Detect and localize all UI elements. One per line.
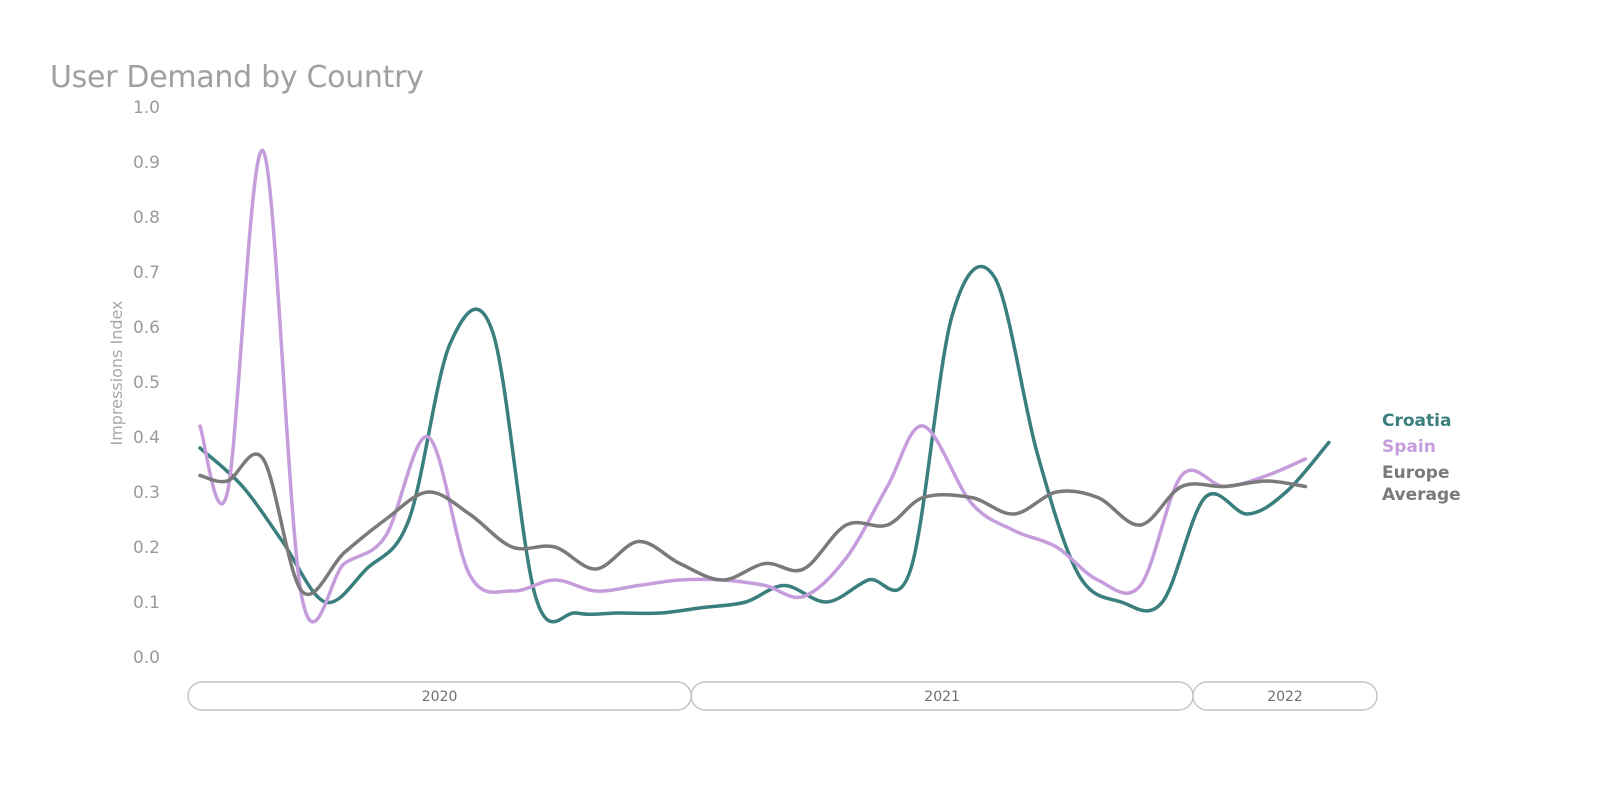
legend-label-europe-average: Average: [1382, 485, 1461, 505]
y-tick-label: 0.2: [133, 538, 160, 558]
series-lines: [198, 149, 1331, 624]
y-tick-label: 0.6: [133, 318, 160, 338]
y-tick-label: 0.0: [133, 648, 160, 668]
y-axis-ticks: 0.0 0.1 0.2 0.3 0.4 0.5 0.6 0.7 0.8 0.9 1.0: [133, 98, 160, 668]
legend-label-croatia: Croatia: [1382, 411, 1451, 431]
year-band-label: 2022: [1267, 689, 1303, 705]
year-band-2022: [1192, 681, 1378, 711]
y-axis-label: Impressions Index: [107, 300, 126, 445]
series-line-europe-average: [198, 452, 1308, 596]
legend-label-europe-average: Europe: [1382, 463, 1449, 483]
y-tick-label: 0.4: [133, 428, 160, 448]
y-tick-label: 0.1: [133, 593, 160, 613]
chart-title: User Demand by Country: [50, 60, 424, 95]
year-band-label: 2021: [924, 689, 960, 705]
y-tick-label: 0.8: [133, 208, 160, 228]
y-tick-label: 0.3: [133, 483, 160, 503]
y-tick-label: 0.9: [133, 153, 160, 173]
x-axis-year-bands: 2020 2021 2022: [187, 681, 1378, 711]
y-tick-label: 1.0: [133, 98, 160, 118]
y-tick-label: 0.5: [133, 373, 160, 393]
series-line-croatia: [198, 264, 1331, 624]
series-line-spain: [198, 149, 1308, 624]
legend-label-spain: Spain: [1382, 437, 1436, 457]
year-band-label: 2020: [422, 689, 458, 705]
y-tick-label: 0.7: [133, 263, 160, 283]
